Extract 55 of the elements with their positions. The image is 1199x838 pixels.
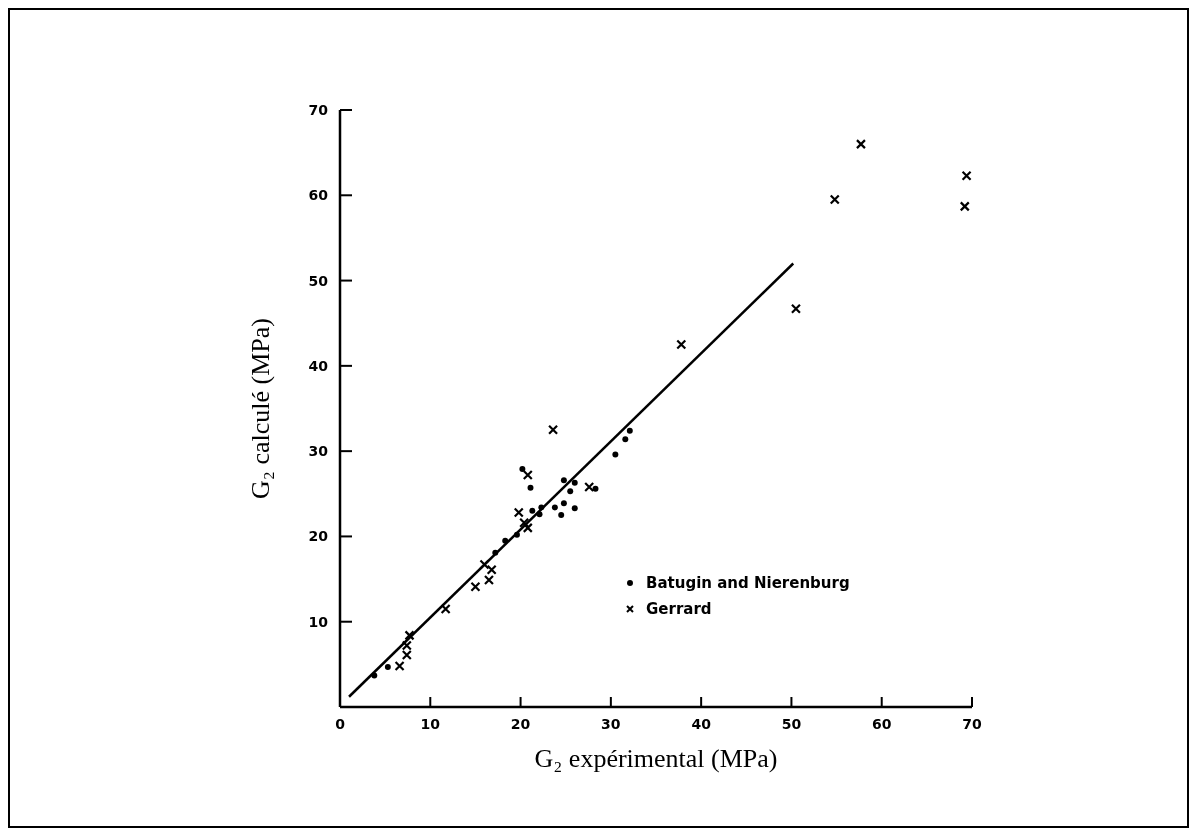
legend-label: Gerrard (646, 599, 712, 620)
point (584, 481, 595, 493)
point (558, 512, 565, 519)
point (470, 581, 481, 592)
x-tick-label: 30 (601, 715, 621, 732)
point (371, 672, 378, 679)
point (527, 484, 534, 491)
x-tick-label: 70 (962, 715, 982, 732)
point (547, 424, 559, 435)
point (829, 194, 840, 205)
x-axis-title: G₂ expérimental (MPa) (534, 744, 778, 773)
x-tick-label: 50 (781, 715, 802, 732)
point (560, 500, 567, 507)
point (567, 488, 574, 495)
point (571, 505, 578, 512)
point (676, 339, 687, 350)
point (612, 451, 619, 458)
point (571, 479, 578, 486)
y-tick-label: 40 (308, 357, 329, 374)
y-tick-label: 50 (308, 272, 329, 289)
point (961, 170, 972, 181)
point (479, 559, 490, 570)
point (551, 504, 558, 511)
point (790, 303, 802, 314)
point (538, 504, 545, 511)
point (394, 660, 405, 672)
y-tick-label: 20 (308, 528, 329, 545)
point (959, 201, 970, 212)
point (502, 537, 509, 544)
y-tick-label: 70 (308, 101, 329, 118)
y-tick-label: 10 (308, 613, 329, 630)
x-tick-label: 20 (510, 715, 531, 732)
x-tick-label: 60 (871, 715, 892, 732)
x-tick-label: 0 (335, 715, 346, 732)
point (492, 549, 499, 556)
point (513, 507, 524, 518)
point (513, 531, 520, 538)
point (622, 436, 629, 443)
y-tick-label: 60 (308, 187, 329, 204)
y-tick-label: 30 (308, 443, 329, 460)
point (519, 466, 526, 473)
x-tick-label: 10 (420, 715, 441, 732)
point (529, 507, 536, 514)
x-tick-label: 40 (691, 715, 712, 732)
point (522, 469, 533, 481)
point (522, 522, 533, 533)
point (855, 139, 867, 150)
point (440, 603, 451, 615)
point (626, 427, 633, 434)
point (536, 511, 543, 518)
point (519, 517, 530, 528)
legend-label: Batugin and Nierenburg (646, 573, 850, 594)
point (384, 663, 391, 670)
point (560, 477, 567, 484)
y-axis-title: G₂ calculé (MPa) (246, 318, 276, 499)
